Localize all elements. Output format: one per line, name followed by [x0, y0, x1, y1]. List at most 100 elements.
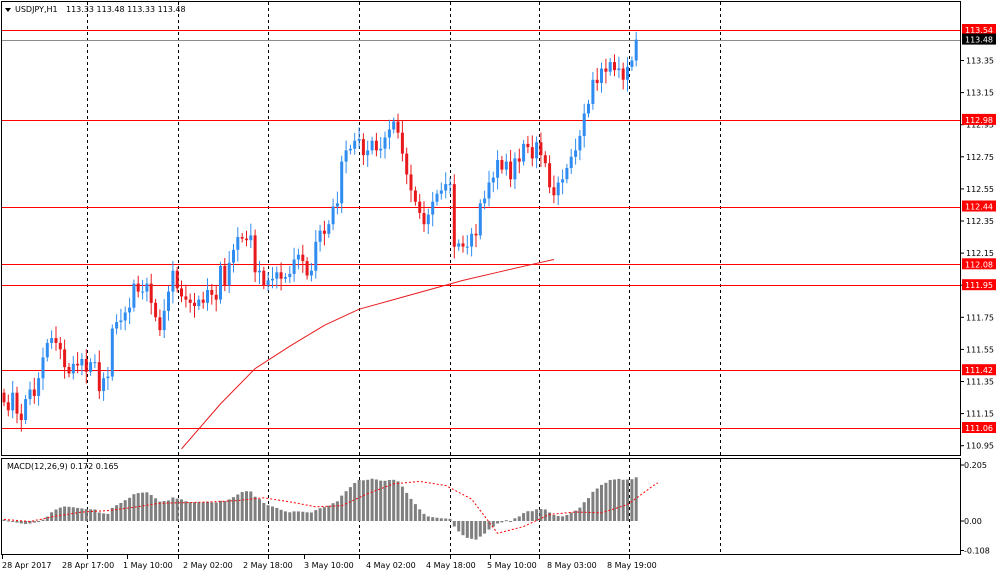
macd-bar [19, 521, 23, 524]
candle-body [115, 322, 119, 329]
macd-bar [400, 486, 404, 521]
macd-bar [193, 502, 196, 521]
candle-body [197, 299, 201, 306]
candle-body [2, 392, 6, 403]
candle-body [184, 296, 188, 300]
candle-body [206, 290, 209, 303]
chart-menu-triangle-icon[interactable] [5, 8, 11, 12]
macd-bar [487, 521, 491, 530]
macd-bar [63, 506, 67, 521]
candle-body [431, 201, 435, 215]
macd-bar [361, 480, 365, 521]
macd-bar [84, 509, 88, 521]
macd-bar [206, 501, 209, 521]
macd-bar [587, 498, 590, 521]
macd-bar [219, 500, 222, 521]
candle-body [426, 214, 430, 225]
price-tick-label: 111.35 [966, 378, 994, 387]
macd-bar [258, 499, 261, 521]
candle-body [526, 143, 530, 148]
macd-bar [71, 507, 75, 521]
macd-bar [266, 505, 270, 521]
macd-bar [582, 502, 586, 521]
level-badge-label: 112.98 [965, 116, 993, 125]
macd-bar [128, 497, 132, 521]
macd-bar [383, 480, 387, 521]
candle-body [621, 68, 625, 80]
candle-body [188, 299, 192, 303]
candle-body [167, 291, 170, 311]
macd-bar [110, 507, 114, 521]
macd-bar [89, 509, 93, 521]
candlesticks [2, 31, 638, 432]
level-badge [962, 258, 996, 270]
candle-body [500, 160, 504, 170]
macd-bar [227, 499, 231, 521]
candle-body [366, 150, 370, 156]
macd-bar [634, 477, 638, 521]
macd-bar [530, 511, 534, 521]
time-tick-label: 2 May 18:00 [243, 561, 293, 570]
candle-body [548, 163, 552, 188]
macd-bar [223, 501, 227, 521]
macd-bar [80, 508, 84, 521]
moving-average [181, 259, 555, 450]
candle-body [457, 243, 461, 247]
candle-body [379, 148, 383, 151]
macd-bar [149, 495, 153, 521]
candle-body [54, 338, 58, 343]
candle-body [435, 193, 439, 202]
candle-body [522, 143, 526, 162]
macd-bar [249, 491, 253, 521]
price-tick-label: 112.15 [966, 249, 994, 258]
macd-bar [132, 494, 136, 521]
candle-body [418, 201, 422, 213]
macd-bar [201, 502, 205, 521]
time-tick-label: 1 May 10:00 [123, 561, 173, 570]
current-price-badge [962, 33, 996, 45]
macd-bar [288, 512, 292, 521]
level-badge [962, 422, 996, 433]
macd-bar [591, 491, 595, 521]
candle-body [132, 283, 136, 308]
candle-body [266, 280, 270, 286]
macd-bar [271, 506, 274, 521]
macd-bar [600, 484, 603, 521]
macd-bar [119, 503, 123, 521]
candle-body [262, 270, 266, 286]
candle-body [110, 328, 114, 377]
candle-body [76, 363, 80, 366]
macd-bar [565, 515, 569, 521]
candle-body [569, 156, 573, 168]
macd-bar [184, 501, 188, 521]
time-tick-label: 5 May 10:00 [487, 561, 537, 570]
candle-body [232, 249, 235, 263]
candle-body [383, 137, 387, 149]
macd-bar [439, 518, 443, 521]
macd-bar [305, 512, 309, 521]
candle-body [271, 278, 274, 281]
candle-body [578, 135, 582, 151]
macd-signal-line [3, 480, 659, 534]
macd-bar [210, 502, 214, 521]
price-tick-label: 112.75 [966, 153, 994, 162]
price-tick-label: 112.95 [966, 121, 994, 130]
macd-bar [141, 492, 145, 521]
candle-body [162, 310, 166, 331]
candle-body [253, 235, 257, 273]
candle-body [236, 237, 240, 250]
candle-body [340, 161, 344, 204]
macd-bar [452, 521, 456, 527]
macd-bar [483, 521, 487, 534]
macd-bar [76, 507, 80, 521]
macd-bar [292, 511, 296, 521]
candle-body [305, 261, 309, 276]
macd-bar [335, 501, 339, 521]
macd-tick-label: 0.205 [964, 461, 987, 470]
level-badge-label: 113.54 [965, 26, 993, 35]
macd-bar [465, 521, 469, 538]
time-tick-label: 4 May 02:00 [366, 561, 416, 570]
macd-label: MACD(12,26,9) 0.172 0.165 [7, 462, 119, 471]
candle-body [63, 349, 67, 368]
